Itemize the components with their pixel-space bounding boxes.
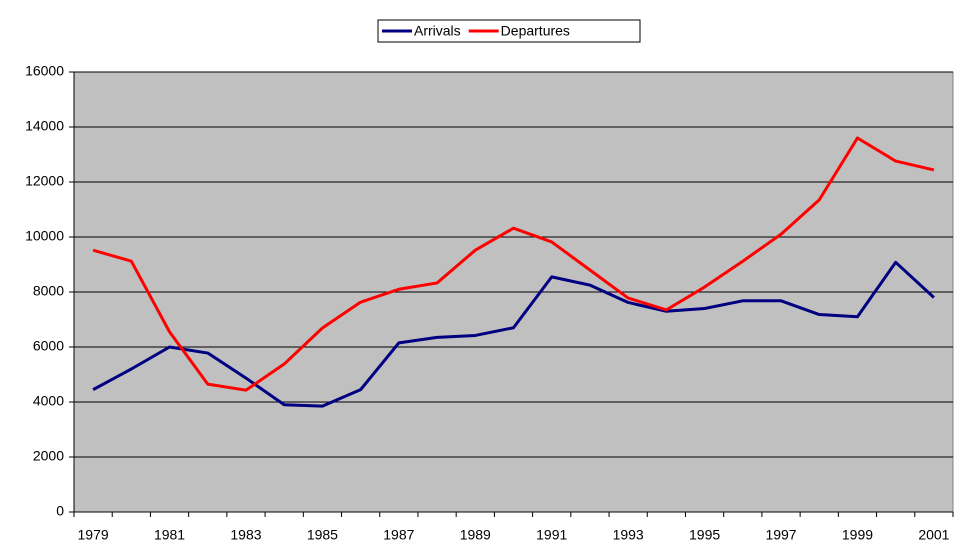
x-tick-label: 1989 bbox=[460, 527, 491, 543]
y-tick-label: 6000 bbox=[33, 338, 64, 354]
x-tick-label: 1987 bbox=[383, 527, 414, 543]
x-tick-label: 1981 bbox=[154, 527, 185, 543]
series-line bbox=[92, 260, 935, 408]
series-line bbox=[92, 136, 935, 392]
y-tick-label: 0 bbox=[56, 503, 64, 519]
x-tick-label: 1993 bbox=[613, 527, 644, 543]
x-tick-label: 2001 bbox=[918, 527, 949, 543]
x-tick-label: 1985 bbox=[307, 527, 338, 543]
x-tick-label: 1997 bbox=[765, 527, 796, 543]
y-tick-label: 16000 bbox=[25, 63, 64, 79]
y-tick-label: 8000 bbox=[33, 283, 64, 299]
x-tick-label: 1995 bbox=[689, 527, 720, 543]
y-tick-label: 4000 bbox=[33, 393, 64, 409]
x-tick-label: 1979 bbox=[78, 527, 109, 543]
y-tick-label: 14000 bbox=[25, 118, 64, 134]
legend-box bbox=[377, 19, 641, 43]
y-tick-label: 10000 bbox=[25, 228, 64, 244]
x-tick-label: 1983 bbox=[230, 527, 261, 543]
legend-label: Departures bbox=[501, 23, 570, 39]
x-tick-label: 1999 bbox=[842, 527, 873, 543]
y-tick-label: 12000 bbox=[25, 173, 64, 189]
y-tick-label: 2000 bbox=[33, 448, 64, 464]
x-tick-label: 1991 bbox=[536, 527, 567, 543]
legend-label: Arrivals bbox=[414, 23, 461, 39]
